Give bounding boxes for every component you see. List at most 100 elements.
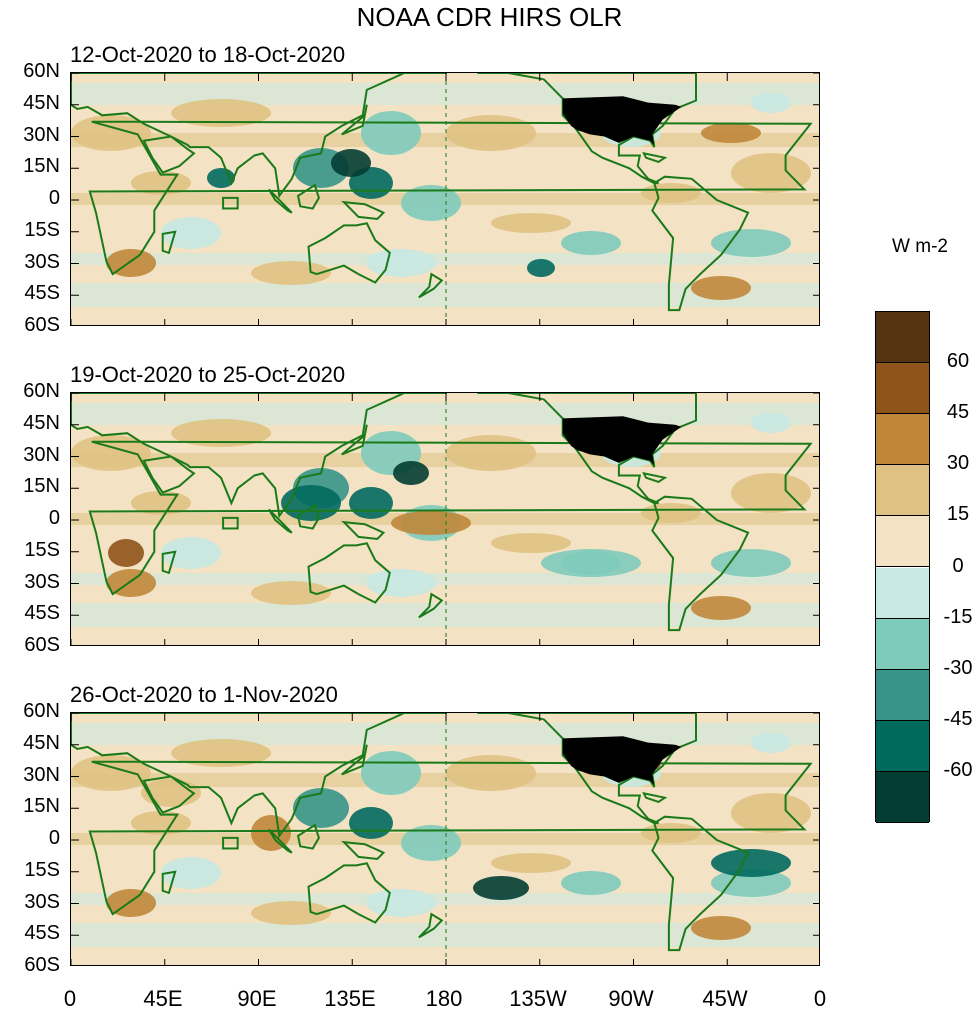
lon-label-135w: 135W — [509, 986, 567, 1011]
colorbar-label: 0 — [952, 554, 964, 577]
anomaly-contour — [293, 788, 349, 828]
anomaly-contour — [171, 739, 271, 767]
anomaly-contour — [108, 539, 144, 567]
coastline — [71, 73, 447, 199]
colorbar-box — [876, 312, 929, 364]
coastline — [341, 520, 386, 541]
us-mask-region — [562, 416, 682, 465]
colorbar-box — [876, 720, 929, 772]
panel-3-title: 26-Oct-2020 to 1-Nov-2020 — [70, 682, 338, 707]
anomaly-contour — [473, 876, 529, 900]
anomaly-contour — [731, 473, 811, 513]
colorbar-box — [876, 771, 929, 823]
anomaly-contour — [691, 916, 751, 940]
lat-label: 60N — [23, 60, 60, 82]
coastline — [268, 188, 293, 214]
coastline — [161, 550, 177, 575]
anomaly-contour — [366, 249, 436, 277]
lon-label-90e: 90E — [237, 986, 277, 1011]
coastline — [88, 760, 813, 916]
anomaly-contour — [491, 213, 571, 233]
lat-label: 0 — [48, 507, 60, 529]
lat-label: 0 — [48, 827, 60, 849]
lon-label-90w: 90W — [608, 986, 654, 1011]
coastline — [71, 393, 447, 519]
anomaly-contour — [711, 229, 791, 257]
anomaly-contour — [361, 111, 421, 155]
anomaly-contour — [731, 793, 811, 833]
anomaly-contour — [446, 755, 536, 791]
anomaly-contour — [711, 849, 791, 877]
anomaly-contour — [446, 435, 536, 471]
map-panel-3 — [70, 712, 820, 966]
coastline — [268, 828, 293, 854]
coastline — [651, 495, 750, 632]
lat-label: 45S — [24, 602, 60, 625]
coastline — [341, 200, 386, 221]
coastline — [142, 135, 196, 174]
lon-label-180: 180 — [425, 986, 463, 1011]
lat-label: 60S — [24, 634, 60, 656]
anomaly-contour — [691, 596, 751, 620]
coastline — [307, 862, 391, 924]
lat-label: 30N — [23, 763, 60, 786]
anomaly-contour — [391, 511, 471, 535]
lat-label: 15S — [24, 858, 60, 881]
coastline — [296, 823, 320, 850]
colorbar-box — [876, 669, 929, 721]
lat-label: 60N — [23, 380, 60, 402]
map-panel-1 — [70, 72, 820, 326]
coastline — [296, 503, 320, 530]
anomaly-contour — [711, 549, 791, 577]
anomaly-contour — [366, 889, 436, 917]
anomaly-contour — [751, 733, 791, 753]
lat-label: 30S — [24, 570, 60, 593]
anomaly-contour — [691, 276, 751, 300]
anomaly-contour — [281, 485, 341, 521]
coastline — [142, 455, 196, 494]
lat-label: 30N — [23, 123, 60, 146]
colorbar-box — [876, 618, 929, 670]
anomaly-band — [71, 253, 819, 265]
coastline — [418, 592, 444, 619]
lat-label: 45S — [24, 282, 60, 305]
lat-label: 45N — [23, 731, 60, 754]
region-box — [222, 196, 239, 210]
coastline — [307, 542, 391, 604]
lon-label-45e: 45E — [143, 986, 183, 1011]
lat-label: 15S — [24, 218, 60, 241]
lat-label: 60N — [23, 700, 60, 722]
lat-label: 30S — [24, 250, 60, 273]
anomaly-contour — [161, 217, 221, 249]
lat-label: 30S — [24, 890, 60, 913]
map-panel-2-svg — [71, 393, 819, 645]
anomaly-contour — [71, 115, 151, 151]
colorbar-units: W m-2 — [892, 236, 948, 257]
lon-label-45w: 45W — [702, 986, 748, 1011]
lat-label: 30N — [23, 443, 60, 466]
us-mask-region — [562, 736, 682, 785]
lat-label: 45N — [23, 411, 60, 434]
anomaly-contour — [561, 231, 621, 255]
coastline — [642, 792, 668, 804]
anomaly-contour — [393, 461, 429, 485]
anomaly-contour — [171, 419, 271, 447]
anomaly-contour — [161, 537, 221, 569]
coastline — [142, 775, 196, 814]
coastline — [88, 440, 813, 596]
coastline — [88, 120, 813, 276]
anomaly-band — [71, 403, 819, 425]
map-panel-3-svg — [71, 713, 819, 965]
colorbar-box — [876, 465, 929, 517]
coastline — [651, 175, 750, 312]
anomaly-contour — [207, 168, 235, 188]
anomaly-contour — [561, 871, 621, 895]
anomaly-contour — [349, 487, 393, 519]
map-panel-1-svg — [71, 73, 819, 325]
colorbar-label: 15 — [946, 503, 970, 526]
colorbar — [875, 311, 930, 823]
coastline — [642, 472, 668, 484]
anomaly-contour — [161, 857, 221, 889]
colorbar-box — [876, 567, 929, 619]
colorbar-label: -30 — [943, 656, 973, 679]
